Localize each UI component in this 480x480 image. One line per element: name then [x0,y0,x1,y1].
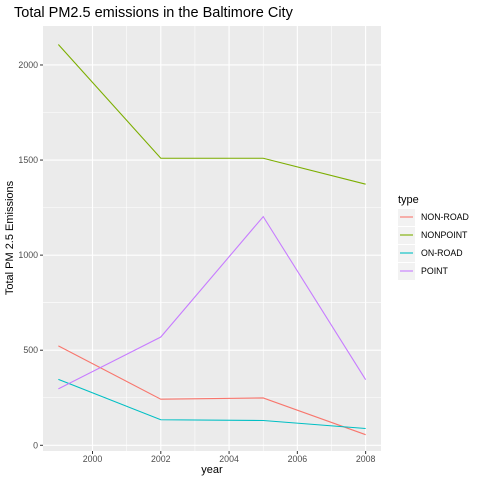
grid-minor [43,26,381,451]
y-tick-label: 2000 [18,60,38,70]
y-tick-label: 0 [33,440,38,450]
series-lines [57,44,367,436]
y-tick-label: 500 [23,345,38,355]
y-axis: 0 500 1000 1500 2000 [18,60,43,450]
series-line-point [58,215,367,390]
x-tick-label: 2002 [151,454,171,464]
legend-item: ON-ROAD [398,245,463,262]
y-tick-label: 1000 [18,250,38,260]
legend-label: ON-ROAD [421,248,463,258]
legend-label: NON-ROAD [421,212,469,222]
legend-label: NONPOINT [421,230,468,240]
chart-title: Total PM2.5 emissions in the Baltimore C… [14,5,294,21]
grid-major [43,26,381,451]
legend-item: NON-ROAD [398,209,469,226]
x-tick-label: 2008 [356,454,376,464]
x-tick-label: 2006 [288,454,308,464]
x-axis: 2000 2002 2004 2006 2008 [83,451,376,464]
series-line-on-road [58,378,366,430]
x-axis-title: year [201,464,223,476]
x-tick-label: 2000 [83,454,103,464]
series-line-nonpoint [57,44,366,185]
y-axis-title: Total PM 2.5 Emissions [4,180,16,295]
x-tick-label: 2004 [219,454,239,464]
y-tick-label: 1500 [18,155,38,165]
plot-panel [43,26,381,451]
legend-item: POINT [398,263,449,280]
legend: type NON-ROAD NONPOINT ON-ROAD POINT [398,194,469,280]
series-line-non-road [58,345,366,436]
legend-title: type [398,194,419,206]
legend-item: NONPOINT [398,227,468,244]
legend-label: POINT [421,266,449,276]
